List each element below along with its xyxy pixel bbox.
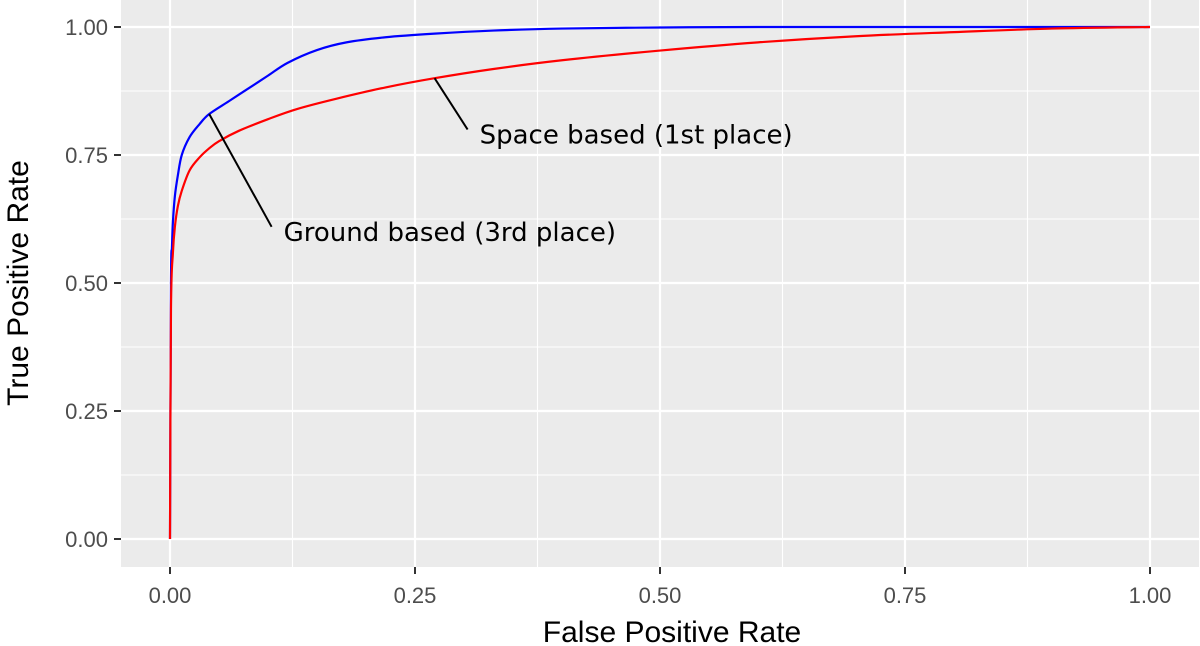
ground-based-leader-line bbox=[208, 113, 273, 228]
space-based-roc-line bbox=[168, 25, 1150, 540]
major-gridlines bbox=[121, 0, 1199, 567]
y-tick-label: 0.25 bbox=[65, 399, 108, 424]
y-tick-label: 1.00 bbox=[65, 15, 108, 40]
y-tick-label: 0.75 bbox=[65, 143, 108, 168]
x-tick-label: 0.00 bbox=[149, 583, 192, 608]
y-axis-title: True Positive Rate bbox=[2, 160, 35, 406]
x-tick-label: 0.50 bbox=[639, 583, 682, 608]
x-tick-label: 0.75 bbox=[884, 583, 927, 608]
annotations: Space based (1st place) Ground based (3rd… bbox=[208, 77, 793, 248]
ground-based-annotation-label: Ground based (3rd place) bbox=[284, 218, 616, 248]
axis-ticks: 0.00 0.25 0.50 0.75 1.00 0.00 0.25 0.50 0.75 1.00 bbox=[65, 15, 1171, 608]
x-axis-title: False Positive Rate bbox=[543, 616, 801, 646]
y-tick-label: 0.00 bbox=[65, 527, 108, 552]
x-tick-label: 0.25 bbox=[394, 583, 437, 608]
space-based-annotation-label: Space based (1st place) bbox=[480, 121, 793, 151]
space-based-leader-line bbox=[433, 77, 469, 131]
series-lines bbox=[168, 25, 1151, 540]
x-tick-label: 1.00 bbox=[1129, 583, 1172, 608]
ground-based-roc-line bbox=[168, 25, 1151, 540]
y-tick-label: 0.50 bbox=[65, 271, 108, 296]
